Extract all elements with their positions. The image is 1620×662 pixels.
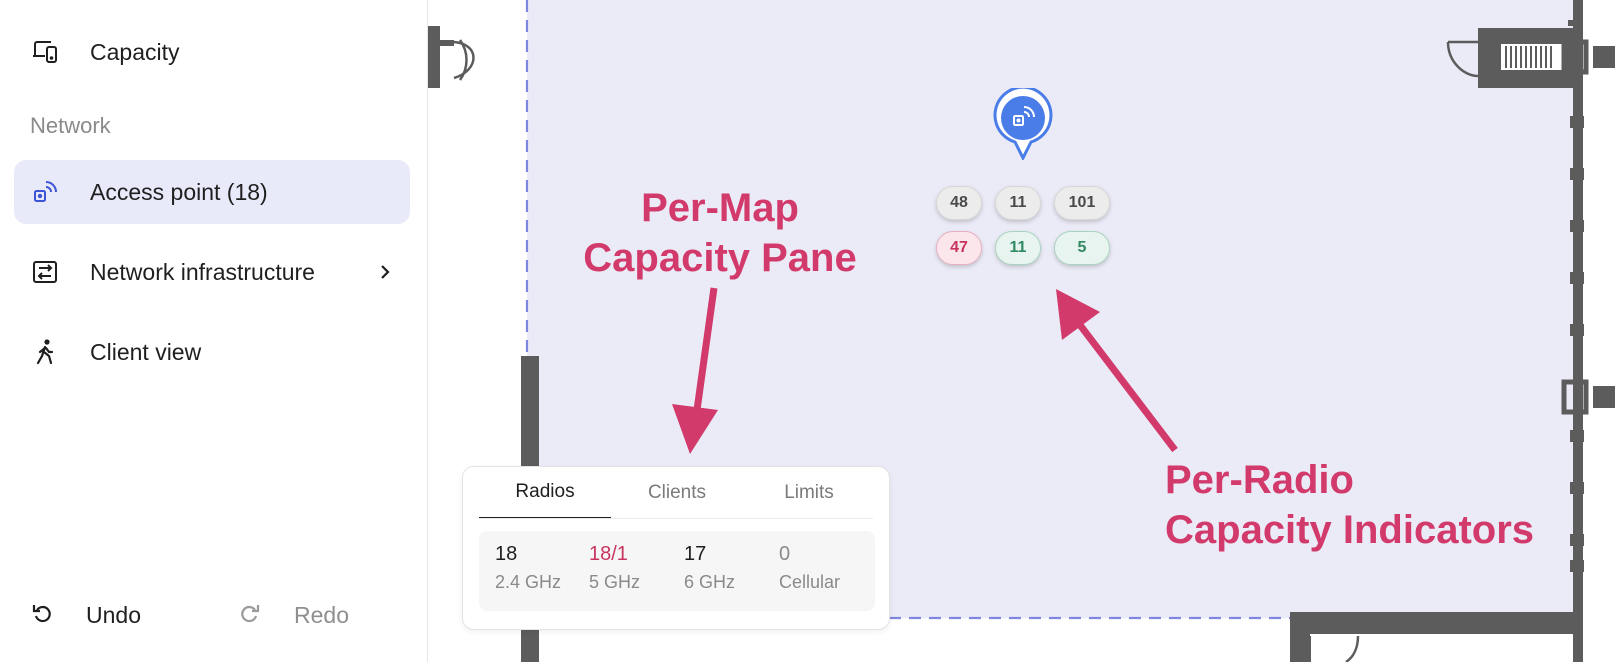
radio-chip-24ghz-capacity[interactable]: 47 xyxy=(936,231,982,265)
stat-label: 6 GHz xyxy=(684,572,736,592)
stat-6ghz: 17 6 GHz xyxy=(684,543,735,593)
sidebar: Capacity Network Access point (18) Netwo… xyxy=(0,0,428,662)
stat-5ghz: 18/1 5 GHz xyxy=(589,543,640,593)
radio-chip-5ghz-capacity[interactable]: 11 xyxy=(995,231,1041,265)
sidebar-item-label: Access point (18) xyxy=(90,178,268,205)
undo-icon xyxy=(30,601,54,630)
radio-chip-6ghz-radios[interactable]: 101 xyxy=(1054,186,1110,220)
walking-person-icon xyxy=(30,337,60,367)
sidebar-item-capacity[interactable]: Capacity xyxy=(14,20,410,84)
annotation-line: Per-Map xyxy=(641,186,799,230)
stat-24ghz: 18 2.4 GHz xyxy=(495,543,561,593)
stat-label: Cellular xyxy=(779,572,841,592)
door-left xyxy=(428,26,475,88)
annotation-line: Per-Radio xyxy=(1165,458,1354,502)
wall-posts xyxy=(1570,116,1584,572)
undo-label: Undo xyxy=(86,601,141,628)
redo-button[interactable]: Redo xyxy=(238,598,349,632)
wall-connector-right xyxy=(1561,379,1615,415)
map-boundary xyxy=(525,0,1581,620)
section-header-network: Network xyxy=(30,113,111,138)
wall-bottom-right xyxy=(1290,612,1580,662)
access-point-icon xyxy=(30,177,60,207)
redo-icon xyxy=(238,601,262,630)
stat-value: 0 xyxy=(779,543,791,565)
access-point-pin-icon xyxy=(1013,106,1035,126)
annotation-per-map-capacity-pane: Per-Map Capacity Pane xyxy=(560,183,880,283)
capacity-pane: Radios Clients Limits 18 2.4 GHz 18/1 5 … xyxy=(462,466,890,630)
sidebar-item-label: Network infrastructure xyxy=(90,258,315,285)
radio-stats: 18 2.4 GHz 18/1 5 GHz 17 6 GHz 0 Cellula… xyxy=(479,531,875,611)
network-infrastructure-icon xyxy=(30,257,60,287)
door-right-top xyxy=(1446,28,1615,88)
radio-chip-6ghz-capacity[interactable]: 5 xyxy=(1054,231,1110,265)
sidebar-item-label: Client view xyxy=(90,338,202,365)
radio-chip-24ghz-radios[interactable]: 48 xyxy=(936,186,982,220)
tabs-divider xyxy=(479,518,873,519)
undo-button[interactable]: Undo xyxy=(30,598,141,632)
annotation-per-radio-capacity-indicators: Per-Radio Capacity Indicators xyxy=(1165,455,1534,555)
stat-value: 18/1 xyxy=(589,543,628,565)
tab-clients[interactable]: Clients xyxy=(647,482,707,503)
tab-radios[interactable]: Radios xyxy=(479,467,611,519)
stat-value: 17 xyxy=(684,543,707,565)
tab-limits[interactable]: Limits xyxy=(784,482,834,503)
radio-chip-5ghz-radios[interactable]: 11 xyxy=(995,186,1041,220)
stat-label: 2.4 GHz xyxy=(495,572,562,592)
chevron-right-icon xyxy=(374,261,396,283)
access-point-pin[interactable] xyxy=(993,85,1053,162)
sidebar-item-client-view[interactable]: Client view xyxy=(14,320,410,384)
stat-cellular: 0 Cellular xyxy=(779,543,840,593)
redo-label: Redo xyxy=(294,601,349,628)
sidebar-item-access-point[interactable]: Access point (18) xyxy=(14,160,410,224)
devices-icon xyxy=(30,37,60,67)
sidebar-item-network-infrastructure[interactable]: Network infrastructure xyxy=(14,240,410,304)
annotation-line: Capacity Pane xyxy=(583,236,857,280)
sidebar-item-label: Capacity xyxy=(90,38,180,65)
stat-value: 18 xyxy=(495,543,518,565)
annotation-line: Capacity Indicators xyxy=(1165,508,1535,552)
stat-label: 5 GHz xyxy=(589,572,641,592)
